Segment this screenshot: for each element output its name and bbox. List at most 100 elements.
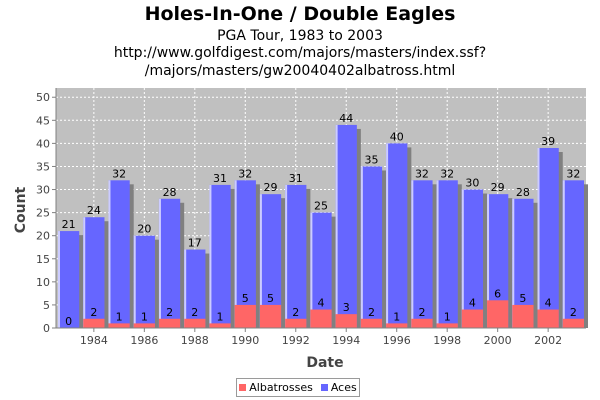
bar-aces <box>133 235 155 328</box>
bar-highlight <box>133 235 136 328</box>
data-label-albatrosses: 1 <box>141 310 148 323</box>
data-label-albatrosses: 2 <box>90 306 97 319</box>
bar-aces <box>184 249 206 328</box>
data-label-aces: 29 <box>264 181 278 194</box>
data-label-aces: 20 <box>137 223 151 236</box>
data-label-aces: 28 <box>516 186 530 199</box>
bar-aces <box>436 180 458 328</box>
bar-highlight <box>537 148 540 328</box>
data-label-albatrosses: 0 <box>65 315 72 328</box>
data-label-aces: 24 <box>87 204 101 217</box>
legend-swatch-aces <box>320 384 328 391</box>
data-label-aces: 32 <box>566 167 580 180</box>
x-tick-label: 1998 <box>433 334 461 347</box>
bar-highlight <box>259 194 262 328</box>
x-axis-label: Date <box>306 355 343 371</box>
bar-albatrosses <box>487 300 509 328</box>
bar-albatrosses <box>133 323 155 328</box>
data-label-albatrosses: 5 <box>519 292 526 305</box>
bar-aces <box>537 148 559 328</box>
y-tick-label: 10 <box>36 276 50 289</box>
data-label-aces: 32 <box>238 167 252 180</box>
data-label-albatrosses: 2 <box>292 306 299 319</box>
bar-aces <box>209 184 231 328</box>
bar-highlight <box>436 180 439 328</box>
bar-albatrosses <box>360 318 383 328</box>
bar-aces <box>83 217 105 328</box>
bar-aces <box>285 184 307 328</box>
x-tick-label: 1992 <box>282 334 310 347</box>
bar-aces <box>562 180 584 328</box>
bar-albatrosses <box>411 318 433 328</box>
y-tick-label: 40 <box>36 137 50 150</box>
y-tick-label: 5 <box>43 299 50 312</box>
data-label-aces: 28 <box>163 186 177 199</box>
data-label-aces: 29 <box>491 181 505 194</box>
bar-albatrosses <box>436 323 458 328</box>
legend-item-aces: Aces <box>320 381 357 394</box>
bar-aces <box>461 189 484 328</box>
bar-highlight <box>562 180 565 328</box>
data-label-albatrosses: 1 <box>217 310 224 323</box>
data-label-aces: 30 <box>465 177 479 190</box>
data-label-aces: 31 <box>289 172 303 185</box>
bar-highlight <box>360 166 363 328</box>
bar-albatrosses <box>158 318 181 328</box>
data-label-albatrosses: 4 <box>318 297 325 310</box>
bar-albatrosses <box>83 318 105 328</box>
bar-aces <box>512 198 534 328</box>
y-tick-label: 50 <box>36 91 50 104</box>
y-tick-label: 45 <box>36 114 50 127</box>
bar-highlight <box>411 180 414 328</box>
legend-swatch-albatrosses <box>239 384 247 391</box>
bar-aces <box>58 231 80 328</box>
bar-aces <box>335 124 357 328</box>
bar-aces <box>234 180 256 328</box>
data-label-albatrosses: 4 <box>545 297 552 310</box>
x-tick-label: 1988 <box>181 334 209 347</box>
bar-highlight <box>285 184 288 328</box>
bar-highlight <box>184 249 187 328</box>
bar-albatrosses <box>184 318 206 328</box>
bar-albatrosses <box>259 304 282 328</box>
bar-albatrosses <box>512 304 534 328</box>
data-label-aces: 25 <box>314 200 328 213</box>
data-label-aces: 32 <box>440 167 454 180</box>
data-label-aces: 21 <box>62 218 76 231</box>
data-label-aces: 40 <box>390 130 404 143</box>
bar-highlight <box>386 143 389 328</box>
x-tick-label: 2002 <box>534 334 562 347</box>
chart-subtitle-line-2: http://www.golfdigest.com/majors/masters… <box>113 45 487 61</box>
y-tick-label: 0 <box>43 322 50 335</box>
legend-item-albatrosses: Albatrosses <box>239 381 313 394</box>
bar-albatrosses <box>234 304 256 328</box>
x-tick-label: 1996 <box>383 334 411 347</box>
bar-aces <box>411 180 433 328</box>
data-label-albatrosses: 5 <box>267 292 274 305</box>
bar-aces <box>310 212 332 328</box>
data-label-aces: 35 <box>364 153 378 166</box>
bar-albatrosses <box>537 309 559 328</box>
bar-highlight <box>158 198 161 328</box>
bar-albatrosses <box>310 309 332 328</box>
y-tick-label: 35 <box>36 160 50 173</box>
x-tick-label: 1990 <box>231 334 259 347</box>
bar-aces <box>158 198 181 328</box>
bar-highlight <box>335 124 338 328</box>
data-label-aces: 39 <box>541 135 555 148</box>
chart-title: Holes-In-One / Double Eagles <box>144 3 456 25</box>
data-label-albatrosses: 2 <box>166 306 173 319</box>
bar-aces <box>487 194 509 328</box>
data-label-aces: 17 <box>188 237 202 250</box>
bar-highlight <box>209 184 212 328</box>
y-axis-label: Count <box>13 186 29 233</box>
bar-highlight <box>487 194 490 328</box>
bar-albatrosses <box>108 323 130 328</box>
y-tick-label: 30 <box>36 184 50 197</box>
data-label-albatrosses: 2 <box>191 306 198 319</box>
x-tick-label: 2000 <box>484 334 512 347</box>
chart-subtitle-line-1: PGA Tour, 1983 to 2003 <box>217 28 383 44</box>
data-label-albatrosses: 1 <box>116 310 123 323</box>
bar-highlight <box>461 189 464 328</box>
bar-albatrosses <box>461 309 484 328</box>
